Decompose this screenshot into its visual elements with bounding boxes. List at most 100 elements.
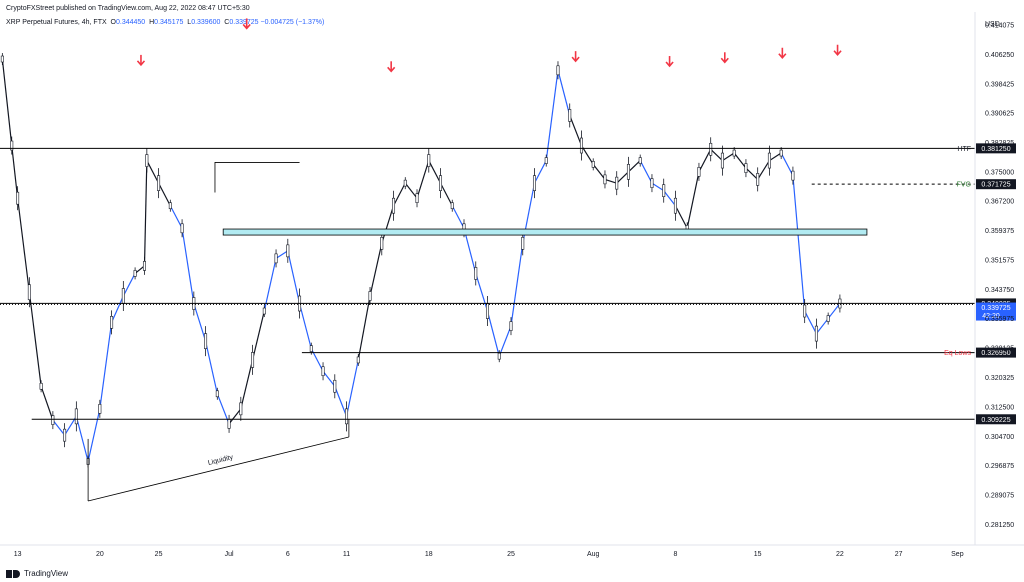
price-segment: [686, 171, 700, 229]
price-segment: [87, 408, 101, 462]
candle-body: [439, 175, 443, 191]
price-segment: [722, 152, 735, 162]
candle-body: [168, 202, 172, 210]
candle-body: [16, 191, 20, 205]
price-segment: [780, 152, 794, 176]
y-tick-label: 0.335975: [985, 316, 1014, 323]
candle-body: [27, 284, 31, 301]
liquidity-label: Liquidity: [207, 454, 234, 467]
currency-label: USD: [985, 21, 1000, 28]
candle-body: [74, 408, 78, 425]
x-tick-label: Jul: [225, 551, 234, 558]
price-segment: [545, 70, 559, 161]
candle-body: [392, 197, 396, 214]
candle-body: [262, 307, 266, 315]
price-segment: [298, 303, 312, 349]
price-segment: [322, 370, 336, 387]
price-segment: [745, 167, 759, 180]
price-segment: [240, 359, 254, 409]
candle-body: [826, 315, 830, 322]
candle-body: [662, 184, 666, 197]
price-segment: [569, 115, 583, 146]
price-segment: [40, 386, 54, 421]
range-box[interactable]: [214, 162, 300, 193]
candle-body: [274, 253, 278, 264]
candle-body: [803, 304, 807, 318]
candle-body: [204, 333, 208, 349]
candle-body: [767, 152, 771, 169]
top-marker-icon: [387, 61, 396, 73]
liquidity-trendline[interactable]: [88, 436, 349, 502]
price-segment: [1, 58, 13, 146]
y-tick-label: 0.375000: [985, 169, 1014, 176]
price-segment: [498, 325, 512, 357]
x-tick-label: 15: [754, 551, 762, 558]
price-series: [0, 53, 842, 468]
price-segment: [75, 416, 89, 462]
price-segment: [146, 160, 160, 184]
candle-body: [650, 178, 654, 188]
symbol-label[interactable]: XRP Perpetual Futures, 4h, FTX: [6, 19, 107, 26]
price-segment: [510, 243, 524, 327]
candle-body: [356, 356, 360, 364]
x-tick-label: 22: [836, 551, 844, 558]
price-segment: [416, 160, 430, 199]
price-segment: [334, 386, 348, 417]
price-segment: [651, 182, 665, 192]
candle-body: [638, 157, 642, 164]
candle-body: [709, 142, 713, 156]
candle-body: [509, 321, 513, 331]
top-marker-icon: [833, 44, 842, 56]
candle-body: [532, 175, 536, 191]
price-segment: [792, 175, 806, 312]
x-tick-label: 27: [895, 551, 903, 558]
candle-body: [791, 170, 795, 181]
price-segment: [616, 171, 629, 184]
candle-body: [145, 154, 149, 167]
y-tick-label: 0.320325: [985, 375, 1014, 382]
price-segment: [275, 250, 289, 259]
countdown-text: 42:20: [982, 313, 1000, 320]
top-marker-icon: [665, 56, 674, 68]
candle-body: [227, 419, 231, 429]
candle-body: [497, 352, 501, 360]
candle-body: [63, 428, 67, 442]
candle-body: [333, 379, 337, 393]
order-block-zone[interactable]: [222, 228, 868, 236]
price-segment: [122, 273, 136, 297]
candle-body: [450, 202, 454, 210]
candle-body: [756, 173, 760, 186]
candle-body: [626, 164, 630, 180]
candle-body: [142, 261, 146, 271]
y-tick-label: 0.406250: [985, 52, 1014, 59]
level-value-text: 0.326950: [981, 350, 1010, 357]
y-tick-label: 0.367200: [985, 199, 1014, 206]
price-segment: [804, 310, 817, 334]
price-segment: [357, 295, 371, 361]
candle-body: [673, 197, 677, 214]
price-segment: [111, 295, 124, 323]
candle-body: [415, 193, 419, 203]
level-value-text: 0.309225: [981, 417, 1010, 424]
candle-body: [251, 352, 255, 368]
price-axis: 0.414075 0.406250 0.398425 0.390625 0.382825…: [14, 22, 1015, 558]
level-value-badge: [976, 143, 1016, 154]
price-segment: [451, 205, 465, 229]
candle-body: [615, 176, 619, 190]
price-segment: [463, 228, 477, 274]
candle-body: [556, 65, 560, 76]
price-segment: [533, 160, 547, 184]
tradingview-logo[interactable]: TradingView: [6, 569, 68, 578]
y-tick-label: 0.359375: [985, 228, 1014, 235]
low-label: L0.339600: [187, 19, 221, 26]
price-segment: [99, 322, 113, 409]
price-segment: [381, 205, 395, 244]
tradingview-logo-icon: [6, 569, 20, 578]
price-segment: [11, 145, 19, 199]
change-label: −0.004725 (−1.37%): [260, 19, 325, 26]
price-segment: [428, 160, 442, 184]
last-price-text: 0.339725: [981, 305, 1010, 312]
candle-body: [720, 152, 724, 169]
